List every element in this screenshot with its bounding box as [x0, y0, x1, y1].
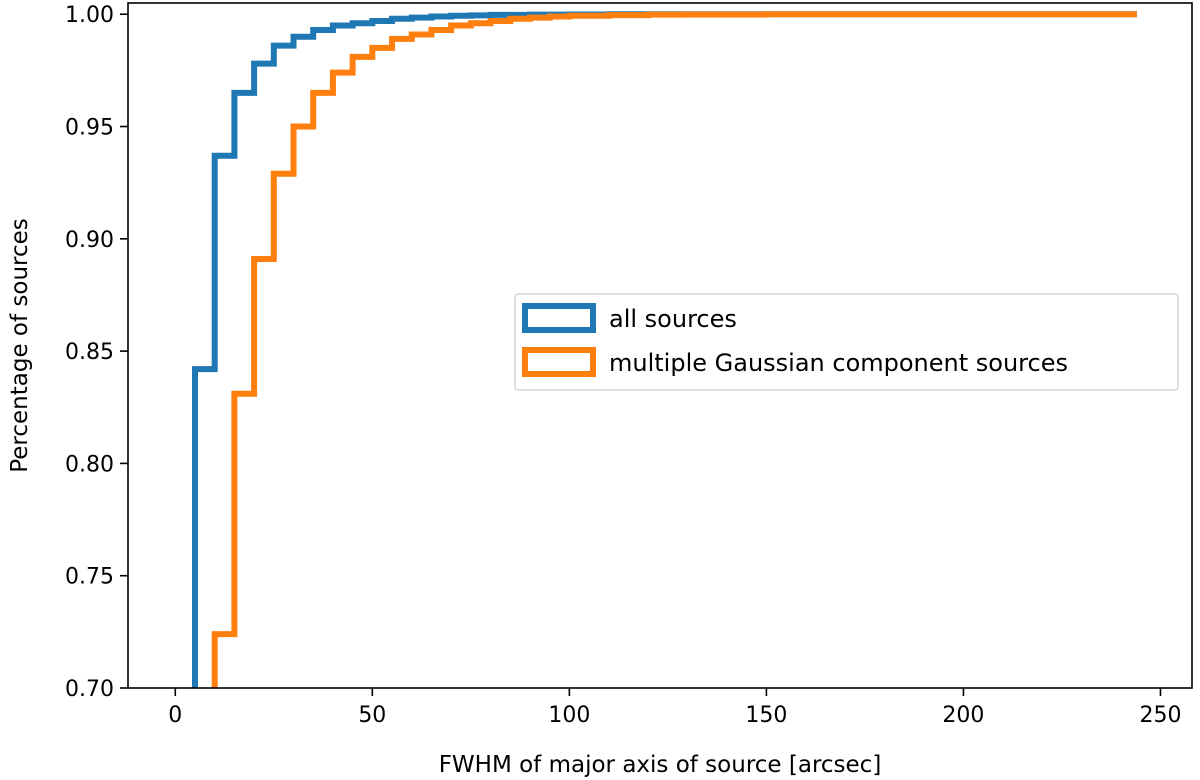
series-line-1: [211, 11, 1137, 688]
x-tick-label-3: 150: [745, 703, 787, 728]
y-tick-label-2: 0.80: [65, 452, 114, 477]
x-tick-label-4: 200: [942, 703, 984, 728]
y-axis-label: Percentage of sources: [7, 218, 33, 473]
x-tick-label-0: 0: [168, 703, 182, 728]
y-tick-label-1: 0.75: [65, 565, 114, 590]
series-layer: [191, 11, 1137, 688]
y-tick-label-0: 0.70: [65, 677, 114, 702]
y-tick-label-3: 0.85: [65, 340, 114, 365]
y-tick-label-6: 1.00: [65, 3, 114, 28]
legend-swatch-multiple-gaussian: [522, 347, 596, 377]
ticks-layer: 0 50 100 150 200 250 0.70 0.75 0.80 0.85 0.90 0.95 1…: [65, 3, 1181, 728]
y-tick-label-5: 0.95: [65, 116, 114, 141]
plot-frame: [127, 2, 1193, 689]
x-axis-label: FWHM of major axis of source [arcsec]: [439, 752, 882, 778]
legend-swatch-all-sources: [522, 303, 596, 333]
legend-label-multiple-gaussian: multiple Gaussian component sources: [609, 349, 1068, 377]
y-tick-label-4: 0.90: [65, 228, 114, 253]
legend-box: [514, 293, 1179, 391]
x-tick-label-5: 250: [1139, 703, 1181, 728]
x-tick-label-2: 100: [548, 703, 590, 728]
legend: all sources multiple Gaussian component …: [514, 293, 1179, 391]
x-tick-label-1: 50: [358, 703, 386, 728]
series-line-0: [191, 11, 1137, 688]
legend-label-all-sources: all sources: [609, 305, 737, 333]
